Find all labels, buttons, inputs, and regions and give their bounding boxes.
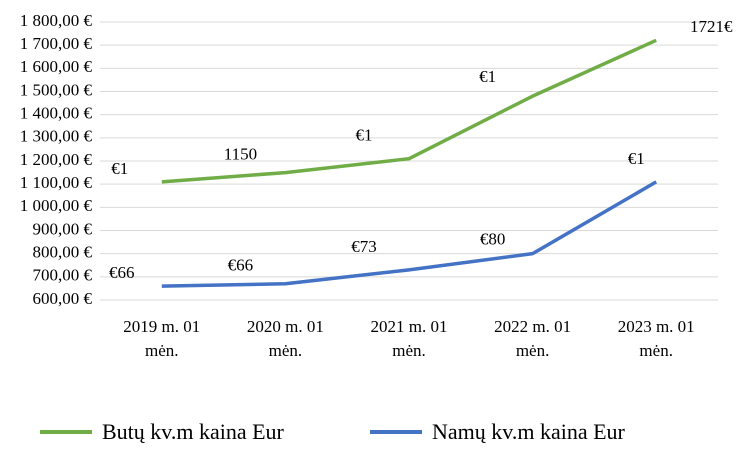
data-label: 1721€: [690, 17, 733, 36]
y-tick-label: 900,00 €: [33, 219, 93, 238]
x-tick-label: 2020 m. 01 mėn.: [247, 317, 324, 360]
y-tick-label: 1 400,00 €: [20, 104, 93, 123]
x-tick-label: 2022 m. 01 mėn.: [494, 317, 571, 360]
data-label: €80: [480, 230, 506, 249]
legend-label: Butų kv.m kaina Eur: [102, 419, 285, 444]
x-tick-label: 2021 m. 01 mėn.: [371, 317, 448, 360]
y-tick-label: 700,00 €: [33, 266, 93, 285]
data-label: €1: [111, 159, 128, 178]
data-label: €73: [351, 237, 377, 256]
y-tick-label: 800,00 €: [33, 243, 93, 262]
y-tick-label: 1 300,00 €: [20, 127, 93, 146]
y-tick-label: 1 200,00 €: [20, 150, 93, 169]
y-tick-label: 1 600,00 €: [20, 57, 93, 76]
x-tick-label: 2019 m. 01 mėn.: [123, 317, 200, 360]
y-tick-label: 600,00 €: [33, 289, 93, 308]
data-label: €66: [109, 263, 135, 282]
x-tick-label: 2023 m. 01 mėn.: [618, 317, 695, 360]
data-label: €1: [356, 126, 373, 145]
legend-label: Namų kv.m kaina Eur: [432, 419, 626, 444]
y-tick-label: 1 100,00 €: [20, 173, 93, 192]
data-label: 1150: [224, 144, 257, 163]
line-series: [161, 38, 657, 184]
line-series: [161, 180, 658, 288]
y-tick-label: 1 500,00 €: [20, 80, 93, 99]
y-tick-label: 1 800,00 €: [20, 11, 93, 30]
y-tick-label: 1 000,00 €: [20, 196, 93, 215]
data-label: €1: [628, 149, 645, 168]
data-label: €1: [479, 67, 496, 86]
y-tick-label: 1 700,00 €: [20, 34, 93, 53]
data-label: €66: [228, 256, 254, 275]
